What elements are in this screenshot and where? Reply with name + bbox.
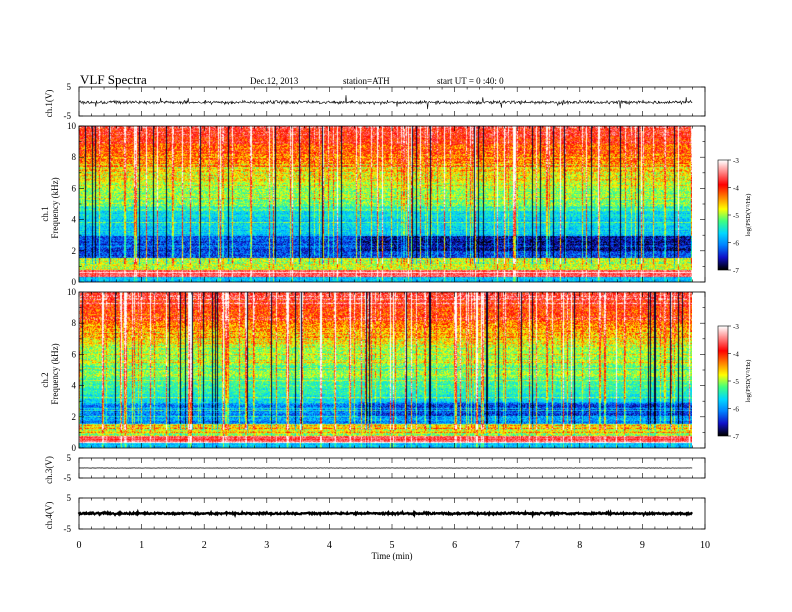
colorbar-tick-label: -7 bbox=[733, 267, 739, 275]
start-time-label: start UT = 0 :40: 0 bbox=[437, 76, 504, 86]
y-tick-label: 6 bbox=[72, 183, 77, 193]
y-axis-label: ch.1(V) bbox=[44, 90, 54, 118]
y-axis-label: Frequency (kHz) bbox=[50, 343, 60, 404]
ch4-waveform-line bbox=[77, 508, 693, 519]
y-axis-label: ch.3(V) bbox=[44, 456, 54, 484]
colorbar-tick-label: -6 bbox=[733, 240, 739, 248]
colorbar-tick-label: -5 bbox=[733, 212, 739, 220]
channel-label: ch.2 bbox=[40, 372, 50, 387]
y-tick-label: 0 bbox=[72, 443, 77, 453]
colorbar-tick-label: -3 bbox=[733, 323, 739, 331]
y-tick-label: 5 bbox=[67, 493, 72, 503]
x-tick-label: 9 bbox=[640, 540, 645, 551]
x-tick-label: 0 bbox=[77, 540, 82, 551]
ch1-spectrogram-image bbox=[79, 126, 692, 282]
ch2-spectrogram-image bbox=[79, 292, 692, 448]
colorbar-tick-label: -4 bbox=[733, 185, 739, 193]
x-tick-label: 8 bbox=[577, 540, 582, 551]
y-tick-label: 0 bbox=[72, 277, 77, 287]
y-tick-label: 8 bbox=[72, 318, 77, 328]
colorbar-tick-label: -3 bbox=[733, 157, 739, 165]
x-tick-label: 3 bbox=[264, 540, 269, 551]
x-axis-label: Time (min) bbox=[372, 551, 413, 561]
colorbar-tick-label: -6 bbox=[733, 406, 739, 414]
station-label: station=ATH bbox=[343, 76, 390, 86]
colorbar-tick-label: -4 bbox=[733, 351, 739, 359]
date-label: Dec.12, 2013 bbox=[250, 76, 299, 86]
y-tick-label: -5 bbox=[64, 524, 72, 534]
y-tick-label: 4 bbox=[72, 215, 77, 225]
y-tick-label: 5 bbox=[67, 453, 72, 463]
x-tick-label: 7 bbox=[515, 540, 520, 551]
x-tick-label: 1 bbox=[139, 540, 144, 551]
colorbar-tick-label: -5 bbox=[733, 378, 739, 386]
x-tick-label: 2 bbox=[202, 540, 207, 551]
ch2-colorbar-image bbox=[718, 326, 728, 436]
colorbar-label: log(PSD(V²/Hz) bbox=[745, 360, 752, 403]
y-tick-label: 2 bbox=[72, 412, 77, 422]
x-tick-label: 10 bbox=[700, 540, 710, 551]
x-tick-label: 4 bbox=[327, 540, 332, 551]
y-tick-label: 10 bbox=[67, 121, 77, 131]
y-tick-label: 6 bbox=[72, 349, 77, 359]
colorbar-tick-label: -7 bbox=[733, 433, 739, 441]
y-tick-label: 5 bbox=[67, 82, 72, 92]
y-axis-label: ch.4(V) bbox=[44, 502, 54, 530]
channel-label: ch.1 bbox=[40, 206, 50, 221]
y-tick-label: -5 bbox=[64, 111, 72, 121]
y-tick-label: 10 bbox=[67, 287, 77, 297]
y-tick-label: 4 bbox=[72, 381, 77, 391]
colorbar-label: log(PSD(V²/Hz) bbox=[745, 194, 752, 237]
x-tick-label: 6 bbox=[452, 540, 457, 551]
y-tick-label: 2 bbox=[72, 246, 77, 256]
figure-title: VLF Spectra bbox=[80, 72, 147, 87]
y-axis-label: Frequency (kHz) bbox=[50, 177, 60, 238]
ch1-colorbar-image bbox=[718, 160, 728, 270]
x-tick-label: 5 bbox=[390, 540, 395, 551]
ch1-waveform-line bbox=[78, 95, 693, 110]
y-tick-label: 8 bbox=[72, 152, 77, 162]
y-tick-label: -5 bbox=[64, 473, 72, 483]
